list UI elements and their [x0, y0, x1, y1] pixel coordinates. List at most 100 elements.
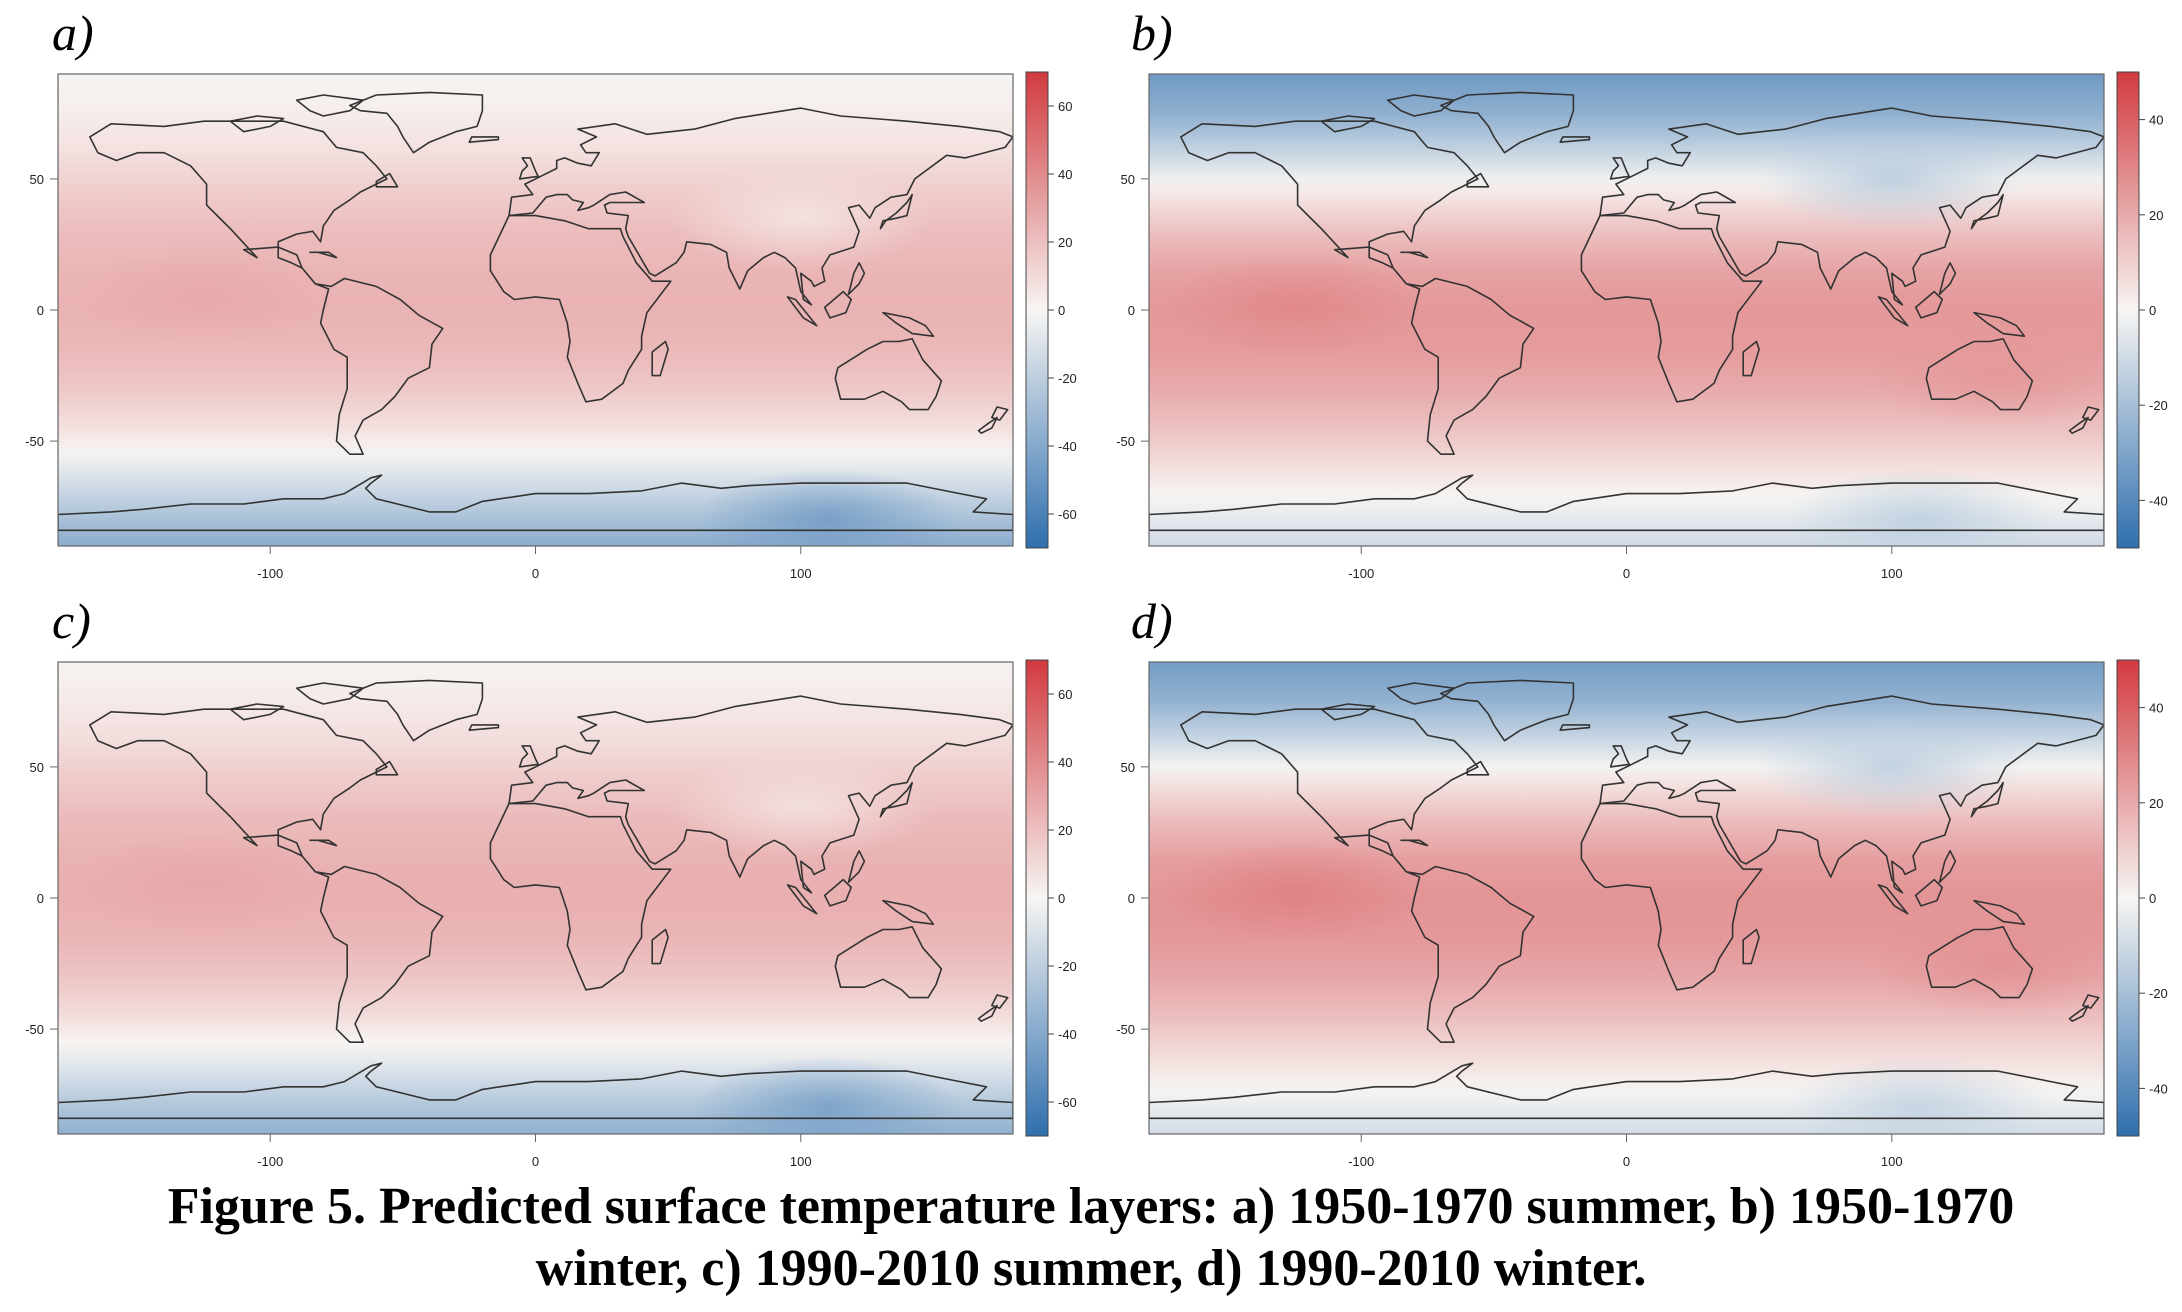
colorbar-tick-label: 60	[1058, 99, 1072, 114]
colorbar-tick-label: -20	[2149, 398, 2168, 413]
x-tick-label: -100	[1348, 566, 1374, 581]
colorbar-tick-label: -20	[1058, 959, 1077, 974]
coastline	[1466, 172, 1490, 188]
coastline	[879, 193, 913, 230]
temperature-hotspot	[667, 166, 935, 271]
coastline	[1877, 884, 1909, 915]
figure-caption: Figure 5. Predicted surface temperature …	[0, 1176, 2182, 1300]
map-c: c) -100 0 100 -50 0 50 -60 -40 -20 0 20 40 60	[25, 593, 1077, 1169]
coastline	[2068, 416, 2089, 434]
y-tick-label: -50	[1116, 1022, 1135, 1037]
coastline	[508, 107, 1013, 306]
temperature-hotspot	[1758, 714, 2026, 819]
coastline	[651, 340, 669, 377]
x-tick-label: 100	[790, 566, 812, 581]
colorbar-tick-label: 40	[2149, 701, 2163, 716]
coastline	[977, 416, 998, 434]
coastline	[58, 474, 1013, 532]
coastline	[1742, 928, 1760, 965]
temperature-hotspot	[1784, 1055, 2052, 1134]
coastline	[882, 899, 935, 925]
colorbar-tick-label: 0	[1058, 891, 1065, 906]
coastline	[847, 262, 866, 296]
coastline	[1149, 474, 2104, 532]
coastline	[375, 760, 399, 776]
panel-label: c)	[52, 593, 91, 649]
x-tick-label: 100	[790, 1154, 812, 1169]
panel-b: b) -100 0 100 -50 0 50 -40 -20 0 20 40	[1091, 0, 2182, 600]
coastline	[1180, 708, 1535, 1043]
colorbar-tick-label: -60	[1058, 1095, 1077, 1110]
coastline	[1400, 251, 1429, 259]
temperature-hotspot	[693, 467, 961, 546]
coastline	[1938, 850, 1957, 884]
coastline	[977, 1004, 998, 1022]
coastline	[1914, 878, 1943, 907]
y-tick-label: 50	[30, 172, 44, 187]
coastline	[58, 1062, 1013, 1120]
colorbar-tick-label: 40	[1058, 167, 1072, 182]
coastline	[309, 251, 338, 259]
coastline	[1149, 1062, 2104, 1120]
x-tick-label: 100	[1881, 1154, 1903, 1169]
coastline	[834, 338, 943, 411]
colorbar-tick-label: -40	[2149, 1081, 2168, 1096]
colorbar-tick-label: 0	[2149, 303, 2156, 318]
x-tick-label: -100	[257, 1154, 283, 1169]
coastline	[1580, 214, 1763, 403]
coastlines	[1149, 679, 2104, 1120]
temperature-hotspot	[693, 1055, 961, 1134]
panel-c: c) -100 0 100 -50 0 50 -60 -40 -20 0 20 40 60	[0, 588, 1091, 1188]
coastline	[1973, 899, 2026, 925]
coastlines	[1149, 91, 2104, 532]
y-tick-label: 0	[1128, 303, 1135, 318]
coastline	[349, 679, 484, 742]
colorbar-tick-label: 20	[2149, 796, 2163, 811]
y-tick-label: 50	[1121, 760, 1135, 775]
y-tick-label: -50	[25, 434, 44, 449]
temperature-field	[58, 74, 1013, 546]
x-tick-label: 100	[1881, 566, 1903, 581]
y-tick-label: -50	[1116, 434, 1135, 449]
colorbar-tick-label: 20	[1058, 823, 1072, 838]
x-tick-label: 0	[532, 1154, 539, 1169]
x-tick-label: 0	[1623, 566, 1630, 581]
coastline	[1609, 745, 1630, 768]
map-a: a) -100 0 100 -50 0 50 -60 -40 -20 0 20 40 60	[25, 5, 1077, 581]
coastline	[1742, 340, 1760, 377]
coastline	[1970, 781, 2004, 818]
coastline	[1440, 679, 1575, 742]
map-b: b) -100 0 100 -50 0 50 -40 -20 0 20 40	[1116, 5, 2168, 581]
colorbar-tick-label: -40	[1058, 439, 1077, 454]
coastline	[1970, 193, 2004, 230]
x-tick-label: -100	[257, 566, 283, 581]
coastline	[296, 682, 364, 705]
x-tick-label: 0	[1623, 1154, 1630, 1169]
temperature-hotspot	[667, 754, 935, 859]
coastline	[823, 878, 852, 907]
colorbar-tick-label: -20	[1058, 371, 1077, 386]
colorbar	[1025, 71, 1049, 549]
coastline	[1387, 682, 1455, 705]
caption-line-2: winter, c) 1990-2010 summer, d) 1990-201…	[535, 1240, 1647, 1297]
y-tick-label: 50	[1121, 172, 1135, 187]
coastline	[879, 781, 913, 818]
colorbar-tick-label: 0	[1058, 303, 1065, 318]
coastline	[1599, 107, 2104, 306]
temperature-field	[1149, 74, 2104, 546]
coastline	[1180, 120, 1535, 455]
temperature-hotspot	[1161, 840, 1429, 945]
temperature-hotspot	[1758, 126, 2026, 231]
y-tick-label: 50	[30, 760, 44, 775]
colorbar-tick-label: 0	[2149, 891, 2156, 906]
coastline	[349, 91, 484, 154]
colorbar	[2116, 71, 2140, 549]
x-tick-label: -100	[1348, 1154, 1374, 1169]
coastline	[1973, 311, 2026, 337]
colorbar-tick-label: 60	[1058, 687, 1072, 702]
coastline	[489, 214, 672, 403]
y-tick-label: 0	[37, 303, 44, 318]
x-tick-label: 0	[532, 566, 539, 581]
coastline	[468, 136, 500, 143]
y-tick-label: -50	[25, 1022, 44, 1037]
